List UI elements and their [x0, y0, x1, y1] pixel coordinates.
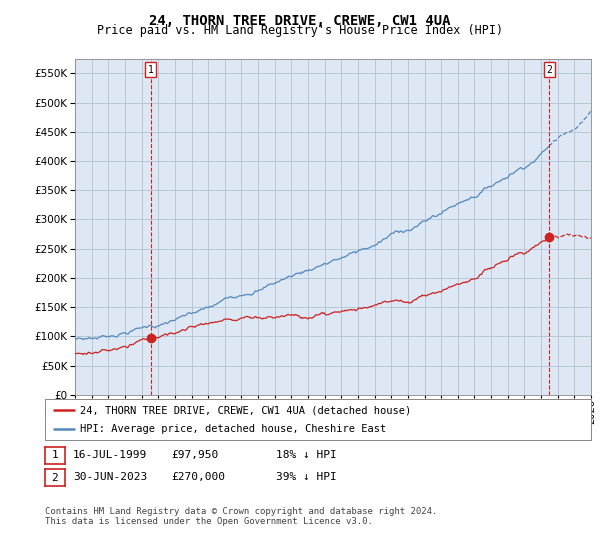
Text: 18% ↓ HPI: 18% ↓ HPI [276, 450, 337, 460]
Text: Price paid vs. HM Land Registry's House Price Index (HPI): Price paid vs. HM Land Registry's House … [97, 24, 503, 37]
Text: 24, THORN TREE DRIVE, CREWE, CW1 4UA (detached house): 24, THORN TREE DRIVE, CREWE, CW1 4UA (de… [80, 405, 412, 415]
Text: HPI: Average price, detached house, Cheshire East: HPI: Average price, detached house, Ches… [80, 424, 387, 433]
Text: 1: 1 [52, 450, 58, 460]
Text: Contains HM Land Registry data © Crown copyright and database right 2024.
This d: Contains HM Land Registry data © Crown c… [45, 507, 437, 526]
Text: 1: 1 [148, 65, 154, 75]
Text: £270,000: £270,000 [171, 472, 225, 482]
Text: 39% ↓ HPI: 39% ↓ HPI [276, 472, 337, 482]
Text: 2: 2 [547, 65, 553, 75]
Text: 2: 2 [52, 473, 58, 483]
Text: £97,950: £97,950 [171, 450, 218, 460]
Text: 30-JUN-2023: 30-JUN-2023 [73, 472, 148, 482]
Text: 24, THORN TREE DRIVE, CREWE, CW1 4UA: 24, THORN TREE DRIVE, CREWE, CW1 4UA [149, 14, 451, 28]
Text: 16-JUL-1999: 16-JUL-1999 [73, 450, 148, 460]
